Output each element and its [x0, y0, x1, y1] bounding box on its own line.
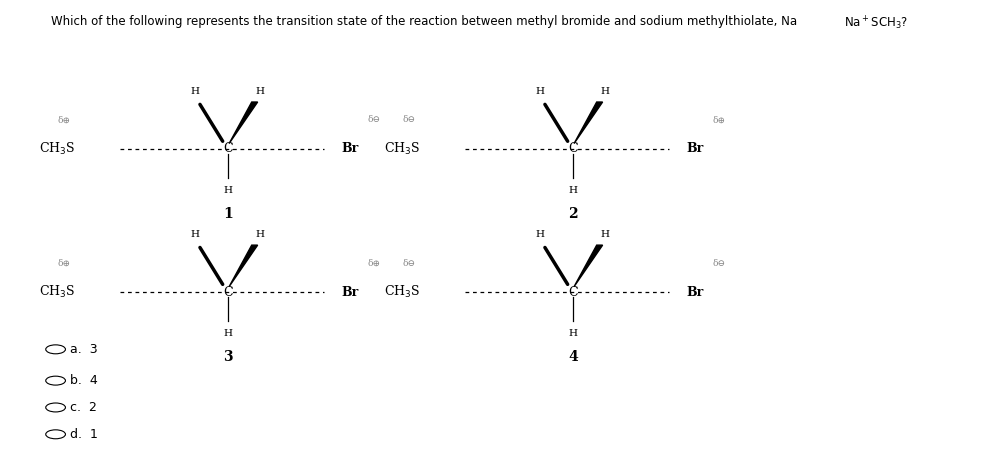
Text: δ⊕: δ⊕ — [57, 258, 70, 267]
Text: H: H — [568, 329, 577, 338]
Text: 3: 3 — [223, 350, 233, 364]
Text: Br: Br — [342, 143, 359, 155]
Text: 2: 2 — [568, 207, 577, 221]
Text: CH$_3$S: CH$_3$S — [39, 284, 75, 300]
Text: Br: Br — [342, 286, 359, 299]
Text: H: H — [224, 186, 233, 195]
Text: H: H — [255, 87, 264, 96]
Polygon shape — [574, 102, 602, 144]
Text: H: H — [600, 87, 609, 96]
Text: 4: 4 — [568, 350, 577, 364]
Text: H: H — [224, 329, 233, 338]
Text: H: H — [535, 87, 544, 96]
Polygon shape — [229, 102, 258, 144]
Text: Which of the following represents the transition state of the reaction between m: Which of the following represents the tr… — [51, 15, 797, 28]
Text: H: H — [535, 230, 544, 239]
Polygon shape — [229, 245, 258, 287]
Text: CH$_3$S: CH$_3$S — [385, 284, 421, 300]
Text: H: H — [600, 230, 609, 239]
Text: δ⊕: δ⊕ — [367, 258, 380, 267]
Text: δ⊖: δ⊖ — [403, 115, 416, 124]
Text: a.  3: a. 3 — [70, 343, 98, 356]
Text: H: H — [190, 230, 199, 239]
Text: C: C — [223, 143, 233, 155]
Text: c.  2: c. 2 — [70, 401, 97, 414]
Text: H: H — [568, 186, 577, 195]
Text: H: H — [190, 87, 199, 96]
Text: Br: Br — [686, 286, 703, 299]
Text: δ⊖: δ⊖ — [403, 258, 416, 267]
Text: b.  4: b. 4 — [70, 374, 98, 387]
Text: δ⊖: δ⊖ — [712, 258, 725, 267]
Text: $\mathregular{Na}^+\mathregular{SCH_3}$?: $\mathregular{Na}^+\mathregular{SCH_3}$? — [844, 15, 908, 32]
Polygon shape — [574, 245, 602, 287]
Text: δ⊕: δ⊕ — [57, 115, 70, 124]
Text: CH$_3$S: CH$_3$S — [385, 141, 421, 157]
Text: d.  1: d. 1 — [70, 428, 98, 441]
Text: CH$_3$S: CH$_3$S — [39, 141, 75, 157]
Text: δ⊕: δ⊕ — [712, 115, 725, 124]
Text: C: C — [568, 143, 577, 155]
Text: δ⊖: δ⊖ — [367, 115, 380, 124]
Text: C: C — [223, 286, 233, 299]
Text: Br: Br — [686, 143, 703, 155]
Text: H: H — [255, 230, 264, 239]
Text: C: C — [568, 286, 577, 299]
Text: 1: 1 — [223, 207, 233, 221]
